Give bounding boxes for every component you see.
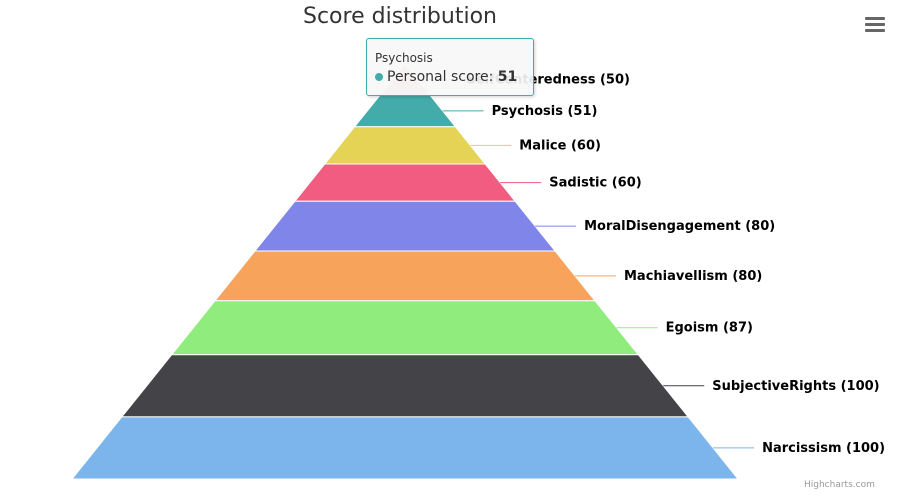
pyramid-segment-machiavellism[interactable]: [214, 250, 596, 302]
tooltip-series-label: Personal score:: [387, 69, 494, 85]
hamburger-menu-icon-line-3: [865, 29, 885, 32]
tooltip-series-dot: [375, 73, 383, 81]
data-label-subjectiverights: SubjectiveRights (100): [712, 379, 879, 394]
hamburger-menu-icon-line-2: [865, 23, 885, 26]
credits-link[interactable]: Highcharts.com: [804, 480, 875, 490]
pyramid-segment-moraldisengagement[interactable]: [253, 200, 557, 252]
data-label-malice: Malice (60): [519, 138, 601, 153]
tooltip-value: 51: [497, 69, 518, 85]
tooltip-header: Psychosis: [375, 51, 433, 65]
chart-context-menu-button[interactable]: [862, 14, 886, 36]
chart-title: Score distribution: [303, 4, 497, 29]
data-label-sadistic: Sadistic (60): [549, 176, 642, 191]
chart-tooltip: Psychosis Personal score: 51: [366, 38, 534, 96]
pyramid-segment-malice[interactable]: [323, 126, 487, 165]
data-label-machiavellism: Machiavellism (80): [624, 269, 762, 284]
pyramid-segment-sadistic[interactable]: [293, 163, 517, 202]
data-label-moraldisengagement: MoralDisengagement (80): [584, 219, 775, 234]
data-label-narcissism: Narcissism (100): [762, 441, 885, 456]
data-label-egoism: Egoism (87): [666, 321, 753, 336]
pyramid-segment-subjectiverights[interactable]: [120, 354, 690, 418]
hamburger-menu-icon: [865, 17, 885, 20]
tooltip-value-line: Personal score: 51: [375, 69, 517, 85]
pyramid-segment-egoism[interactable]: [170, 300, 640, 356]
pyramid-segment-narcissism[interactable]: [70, 416, 740, 480]
pyramid-segment-psychosis[interactable]: [353, 94, 457, 128]
data-label-psychosis: Psychosis (51): [492, 104, 598, 119]
